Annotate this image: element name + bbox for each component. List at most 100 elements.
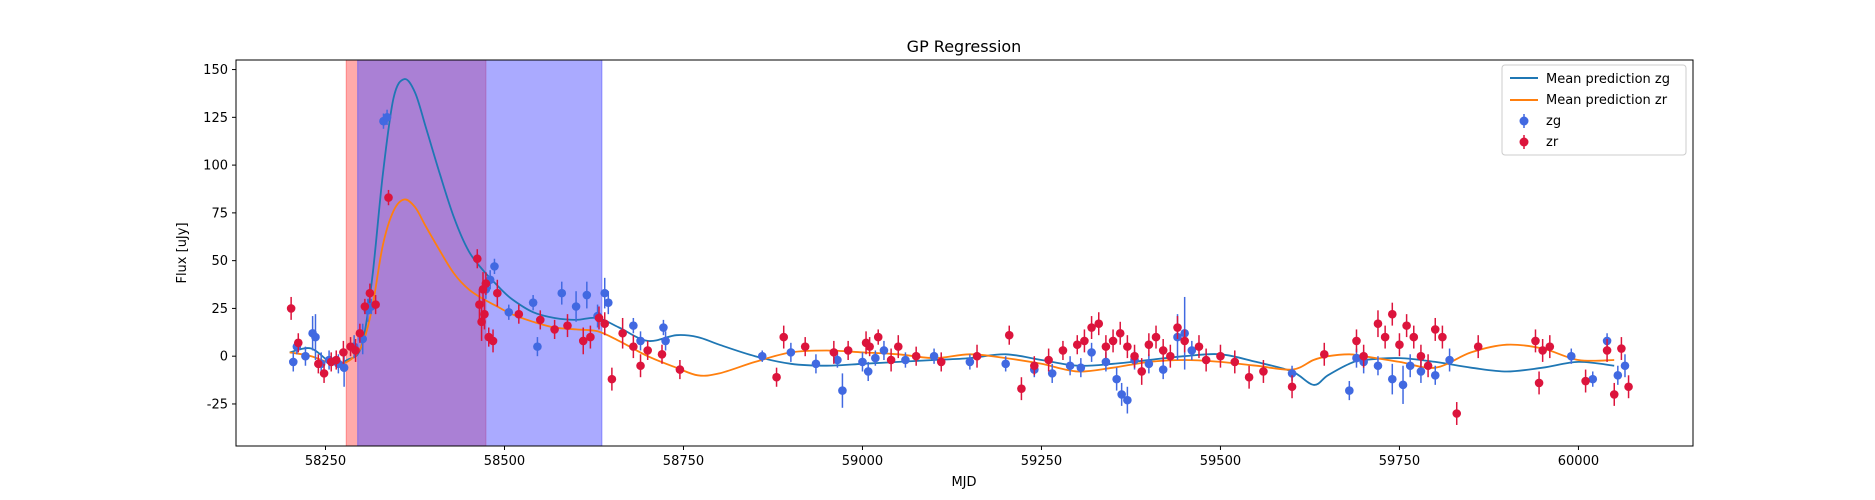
point-zg [339, 363, 349, 372]
point-zr [481, 279, 491, 288]
x-tick-label: 58250 [305, 454, 346, 469]
point-zr [675, 365, 685, 374]
point-zr [1058, 346, 1068, 355]
x-axis-ticks: 58250 58500 58750 59000 59250 59500 59750 60000 [305, 446, 1599, 469]
point-zr [1624, 382, 1633, 392]
point-zg [571, 302, 581, 311]
point-zr [936, 357, 946, 367]
point-zr [1602, 346, 1612, 355]
y-tick-label: 50 [211, 254, 228, 269]
legend-swatch-zr [1519, 135, 1529, 149]
point-zg [1613, 370, 1623, 380]
x-tick-label: 59000 [842, 454, 883, 469]
legend: Mean prediction zg Mean prediction zr zg… [1501, 64, 1687, 156]
point-zr [355, 328, 365, 338]
point-zr [1137, 367, 1147, 376]
point-zg [629, 321, 638, 330]
y-tick-label: 150 [203, 63, 228, 78]
y-axis-label: Flux [uJy] [175, 222, 190, 283]
point-zr [1216, 351, 1225, 361]
point-zg [863, 367, 873, 376]
point-zr [1545, 342, 1555, 351]
point-zg [1087, 348, 1096, 357]
shaded-regions [345, 60, 603, 446]
x-axis-label: MJD [951, 475, 976, 490]
point-zg [1158, 365, 1168, 374]
point-zg [833, 355, 842, 365]
point-zr [586, 332, 595, 342]
point-zg [1620, 361, 1630, 371]
line-mean-prediction-zr [289, 198, 1615, 377]
point-zr [1287, 382, 1297, 392]
point-zr [314, 359, 323, 369]
point-zr [657, 349, 667, 359]
point-zr [1004, 330, 1014, 340]
x-tick-label: 60000 [1558, 454, 1599, 469]
point-zr [1201, 355, 1211, 365]
point-zr [911, 351, 921, 361]
data-points [286, 109, 1633, 425]
point-zg [1445, 355, 1454, 365]
point-zr [563, 321, 572, 330]
point-zr [365, 288, 375, 298]
point-zr [779, 332, 789, 342]
point-zg [1416, 367, 1426, 376]
point-zg [311, 332, 320, 342]
point-zr [514, 309, 524, 319]
point-zg [757, 351, 767, 361]
point-zr [371, 300, 380, 309]
point-zg [659, 323, 668, 332]
y-tick-label: 125 [203, 111, 228, 126]
point-zr [1409, 332, 1419, 342]
point-zg [490, 262, 499, 271]
point-zr [293, 338, 303, 348]
legend-box [1501, 64, 1687, 156]
point-zr [1044, 355, 1053, 365]
point-zr [1352, 336, 1361, 346]
point-zr [1101, 342, 1111, 351]
point-zg [811, 359, 821, 369]
point-zr [1115, 328, 1125, 338]
point-zr [1144, 340, 1154, 350]
point-zr [636, 361, 645, 371]
point-zg [965, 357, 975, 367]
point-zr [384, 193, 393, 202]
y-axis-ticks: -25 0 25 50 75 100 125 150 [203, 63, 236, 412]
point-zr [331, 355, 341, 365]
y-tick-label: 75 [211, 206, 228, 221]
point-zg [929, 351, 939, 361]
point-zr [772, 372, 781, 382]
point-zr [865, 342, 874, 351]
point-zg [1144, 359, 1154, 369]
point-zr [480, 309, 489, 319]
mean-prediction-lines [289, 78, 1615, 386]
point-zr [1244, 372, 1254, 382]
point-zg [838, 386, 847, 395]
x-tick-label: 58750 [663, 454, 704, 469]
point-zr [594, 313, 604, 323]
point-zr [1194, 342, 1204, 351]
point-zr [472, 254, 482, 264]
point-zr [1531, 336, 1540, 346]
legend-label-mean-zg: Mean prediction zg [1546, 72, 1670, 87]
point-zg [1187, 346, 1197, 355]
legend-swatch-zg [1519, 114, 1529, 128]
legend-label-zr: zr [1546, 135, 1559, 150]
point-zg [1047, 369, 1057, 378]
point-zg [1373, 361, 1383, 371]
point-zg [1287, 369, 1297, 378]
point-zg [901, 355, 910, 365]
point-zr [319, 369, 329, 378]
point-zg [1387, 374, 1397, 384]
point-zg [504, 307, 514, 317]
point-zr [1395, 340, 1404, 350]
point-zr [1380, 332, 1390, 342]
y-tick-label: 25 [211, 302, 228, 317]
point-zg [382, 113, 392, 122]
point-zg [600, 288, 610, 298]
x-tick-label: 59250 [1021, 454, 1062, 469]
point-zr [1387, 309, 1397, 319]
point-zg [533, 342, 542, 351]
point-zr [339, 348, 348, 357]
point-zr [550, 325, 559, 334]
